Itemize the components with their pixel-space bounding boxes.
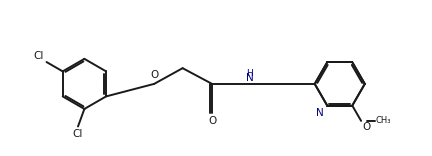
Text: N: N bbox=[315, 107, 323, 118]
Text: CH₃: CH₃ bbox=[376, 116, 391, 125]
Text: H: H bbox=[246, 69, 253, 78]
Text: N: N bbox=[245, 73, 253, 83]
Text: Cl: Cl bbox=[33, 51, 44, 61]
Text: O: O bbox=[208, 116, 216, 126]
Text: O: O bbox=[362, 122, 370, 132]
Text: O: O bbox=[150, 70, 158, 80]
Text: Cl: Cl bbox=[73, 129, 83, 139]
